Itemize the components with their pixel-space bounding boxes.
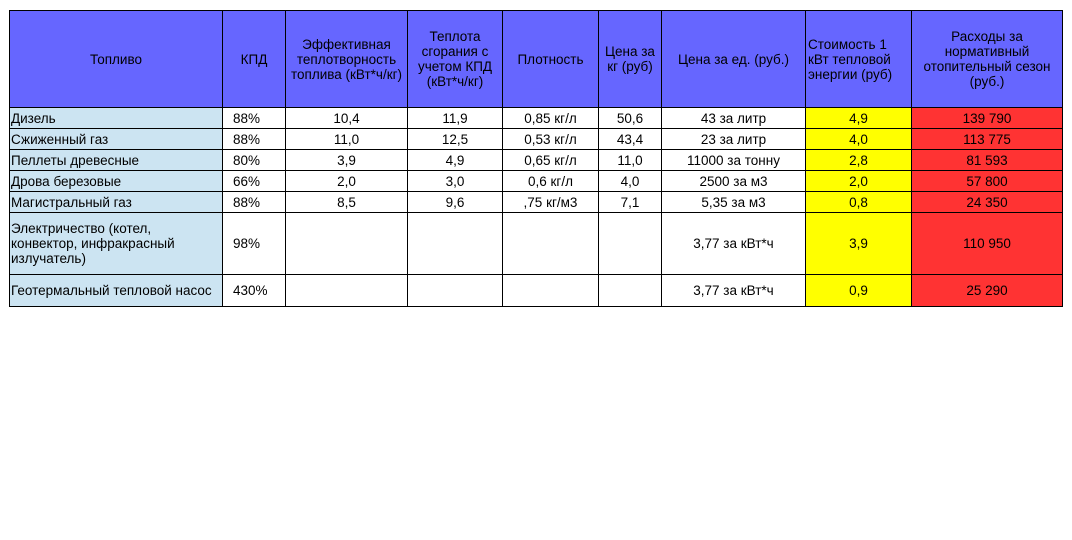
table-row: Магистральный газ 88% 8,5 9,6 ,75 кг/м3 … [9,191,1063,213]
efficiency-cell: 88% [222,128,286,150]
table-row: Геотермальный тепловой насос 430% 3,77 з… [9,274,1063,307]
fuel-name-cell: Дрова березовые [9,170,223,192]
effective-heat-cell [285,274,408,307]
heat-with-efficiency-cell: 3,0 [407,170,503,192]
fuel-name-cell: Сжиженный газ [9,128,223,150]
header-effective-heat: Эффективная теплотворность топлива (кВт*… [285,10,408,108]
cost-per-kwh-cell: 0,9 [805,274,912,307]
density-cell [502,274,599,307]
heat-with-efficiency-cell [407,212,503,275]
efficiency-cell: 98% [222,212,286,275]
density-cell: 0,65 кг/л [502,149,599,171]
effective-heat-cell: 11,0 [285,128,408,150]
header-season-cost: Расходы за нормативный отопительный сезо… [911,10,1063,108]
price-per-kg-cell: 7,1 [598,191,662,213]
season-cost-cell: 110 950 [911,212,1063,275]
header-efficiency: КПД [222,10,286,108]
efficiency-cell: 430% [222,274,286,307]
density-cell: 0,53 кг/л [502,128,599,150]
header-density: Плотность [502,10,599,108]
price-per-kg-cell: 4,0 [598,170,662,192]
heat-with-efficiency-cell: 11,9 [407,107,503,129]
table-row: Электричество (котел, конвектор, инфракр… [9,212,1063,275]
heat-with-efficiency-cell: 9,6 [407,191,503,213]
fuel-name-cell: Магистральный газ [9,191,223,213]
heat-with-efficiency-cell [407,274,503,307]
header-row: Топливо КПД Эффективная теплотворность т… [9,10,1063,108]
price-per-unit-cell: 11000 за тонну [661,149,806,171]
efficiency-cell: 66% [222,170,286,192]
table-row: Пеллеты древесные 80% 3,9 4,9 0,65 кг/л … [9,149,1063,171]
effective-heat-cell: 8,5 [285,191,408,213]
season-cost-cell: 24 350 [911,191,1063,213]
effective-heat-cell: 10,4 [285,107,408,129]
cost-per-kwh-cell: 0,8 [805,191,912,213]
price-per-unit-cell: 2500 за м3 [661,170,806,192]
density-cell: ,75 кг/м3 [502,191,599,213]
fuel-name-cell: Геотермальный тепловой насос [9,274,223,307]
price-per-kg-cell [598,212,662,275]
effective-heat-cell: 3,9 [285,149,408,171]
season-cost-cell: 139 790 [911,107,1063,129]
header-cost-per-kwh: Стоимость 1 кВт тепловой энергии (руб) [805,10,912,108]
header-heat-with-efficiency: Теплота сгорания с учетом КПД (кВт*ч/кг) [407,10,503,108]
cost-per-kwh-cell: 2,0 [805,170,912,192]
density-cell: 0,85 кг/л [502,107,599,129]
table-row: Дрова березовые 66% 2,0 3,0 0,6 кг/л 4,0… [9,170,1063,192]
fuel-name-cell: Пеллеты древесные [9,149,223,171]
season-cost-cell: 113 775 [911,128,1063,150]
efficiency-cell: 88% [222,191,286,213]
fuel-name-cell: Электричество (котел, конвектор, инфракр… [9,212,223,275]
season-cost-cell: 57 800 [911,170,1063,192]
price-per-kg-cell [598,274,662,307]
price-per-kg-cell: 50,6 [598,107,662,129]
header-price-per-kg: Цена за кг (руб) [598,10,662,108]
heat-with-efficiency-cell: 12,5 [407,128,503,150]
price-per-unit-cell: 5,35 за м3 [661,191,806,213]
table-row: Сжиженный газ 88% 11,0 12,5 0,53 кг/л 43… [9,128,1063,150]
price-per-unit-cell: 3,77 за кВт*ч [661,212,806,275]
price-per-kg-cell: 11,0 [598,149,662,171]
density-cell [502,212,599,275]
cost-per-kwh-cell: 3,9 [805,212,912,275]
density-cell: 0,6 кг/л [502,170,599,192]
season-cost-cell: 25 290 [911,274,1063,307]
header-price-per-unit: Цена за ед. (руб.) [661,10,806,108]
header-fuel: Топливо [9,10,223,108]
fuel-comparison-table: Топливо КПД Эффективная теплотворность т… [9,10,1063,307]
price-per-unit-cell: 43 за литр [661,107,806,129]
price-per-unit-cell: 3,77 за кВт*ч [661,274,806,307]
efficiency-cell: 80% [222,149,286,171]
cost-per-kwh-cell: 4,0 [805,128,912,150]
price-per-unit-cell: 23 за литр [661,128,806,150]
effective-heat-cell [285,212,408,275]
efficiency-cell: 88% [222,107,286,129]
table-row: Дизель 88% 10,4 11,9 0,85 кг/л 50,6 43 з… [9,107,1063,129]
effective-heat-cell: 2,0 [285,170,408,192]
cost-per-kwh-cell: 2,8 [805,149,912,171]
cost-per-kwh-cell: 4,9 [805,107,912,129]
season-cost-cell: 81 593 [911,149,1063,171]
heat-with-efficiency-cell: 4,9 [407,149,503,171]
price-per-kg-cell: 43,4 [598,128,662,150]
fuel-name-cell: Дизель [9,107,223,129]
